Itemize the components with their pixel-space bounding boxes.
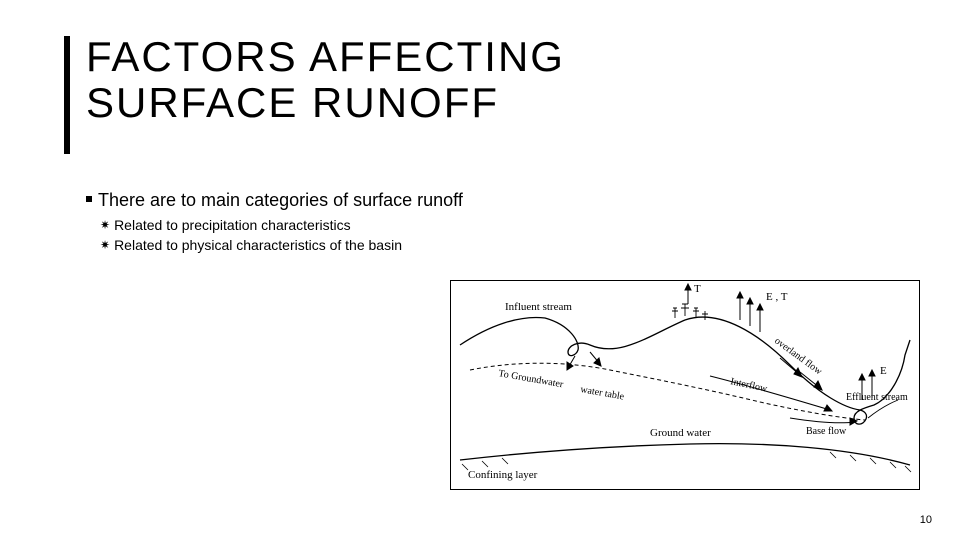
label-to-groundwater: To Groundwater xyxy=(497,368,564,390)
title-line-2: SURFACE RUNOFF xyxy=(86,80,565,126)
bullet-sub-1-text: Related to precipitation characteristics xyxy=(114,217,351,233)
label-et: E , T xyxy=(766,291,788,303)
body-text: There are to main categories of surface … xyxy=(86,190,886,257)
label-e: E xyxy=(880,365,887,377)
slide-title: FACTORS AFFECTING SURFACE RUNOFF xyxy=(86,34,565,126)
label-influent-stream: Influent stream xyxy=(505,301,572,313)
runoff-diagram: Influent stream T E , T E overland flow … xyxy=(450,280,920,490)
label-base-flow: Base flow xyxy=(806,426,847,437)
label-confining-layer: Confining layer xyxy=(468,469,538,481)
bullet-sub-2: ✷ Related to physical characteristics of … xyxy=(100,237,886,253)
label-interflow: Interflow xyxy=(729,376,768,395)
bullet-sub-1: ✷ Related to precipitation characteristic… xyxy=(100,217,886,233)
slide: FACTORS AFFECTING SURFACE RUNOFF There a… xyxy=(0,0,960,540)
label-effluent-stream: Effluent stream xyxy=(846,392,908,403)
bullet-main: There are to main categories of surface … xyxy=(86,190,886,211)
page-number: 10 xyxy=(920,514,932,526)
label-ground-water: Ground water xyxy=(650,427,711,439)
square-bullet-icon xyxy=(86,196,92,202)
star-bullet-icon: ✷ xyxy=(100,218,110,232)
bullet-sub-2-text: Related to physical characteristics of t… xyxy=(114,237,402,253)
star-bullet-icon: ✷ xyxy=(100,238,110,252)
label-water-table: water table xyxy=(579,384,625,403)
label-t: T xyxy=(694,283,701,295)
bullet-main-text: There are to main categories of surface … xyxy=(98,190,463,210)
title-line-1: FACTORS AFFECTING xyxy=(86,34,565,80)
title-accent-bar xyxy=(64,36,70,154)
